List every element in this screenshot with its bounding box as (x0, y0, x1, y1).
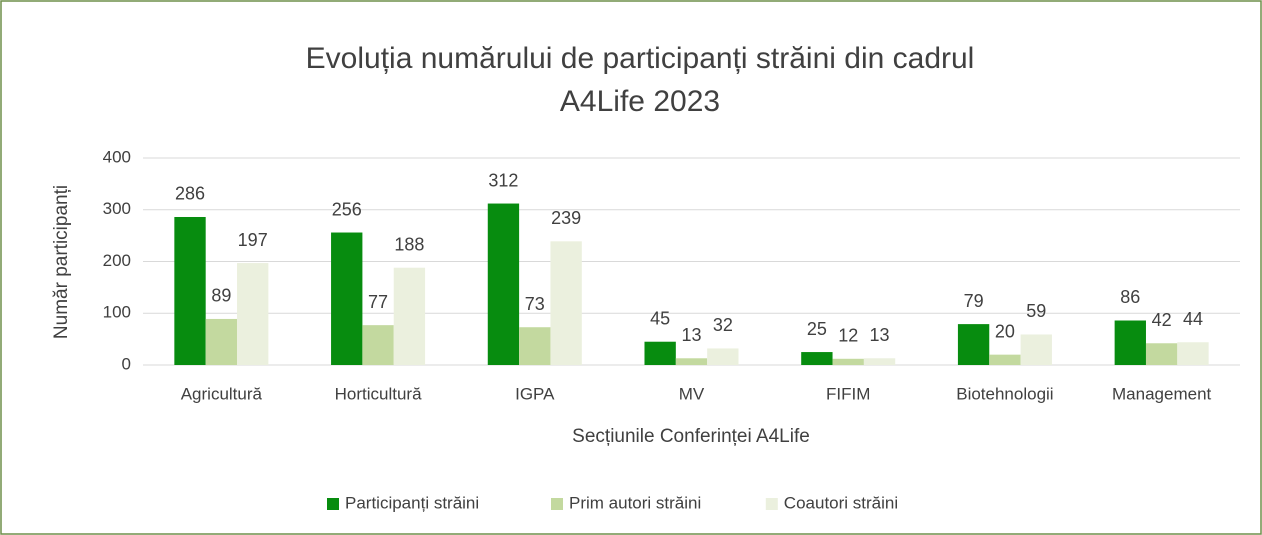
data-label: 239 (551, 208, 581, 228)
data-label: 312 (488, 170, 518, 190)
data-label: 73 (525, 294, 545, 314)
x-tick-label: Biotehnologii (956, 384, 1053, 403)
bar (237, 263, 269, 365)
legend-swatch (765, 498, 778, 510)
bar (1145, 343, 1178, 365)
x-tick-label: Management (1112, 384, 1212, 403)
y-tick-label: 300 (103, 199, 131, 218)
data-label: 13 (870, 325, 890, 345)
bar (362, 325, 394, 365)
data-label: 44 (1183, 309, 1203, 329)
bar (519, 327, 551, 365)
data-label: 89 (211, 286, 231, 306)
legend-swatch (551, 498, 563, 510)
data-label: 13 (681, 325, 701, 345)
chart-title: Evoluția numărului de participanți străi… (306, 42, 975, 75)
legend-label: Participanți străini (345, 493, 479, 512)
legend-swatch (327, 498, 339, 510)
bar (1020, 334, 1052, 365)
y-tick-label: 0 (122, 354, 131, 373)
data-label: 79 (964, 291, 984, 311)
bar (487, 203, 520, 365)
y-tick-label: 400 (103, 147, 131, 166)
bar (393, 267, 426, 365)
data-label: 197 (238, 230, 268, 250)
bar (801, 352, 833, 365)
bar (1114, 320, 1146, 365)
bar (989, 354, 1021, 365)
legend-label: Coautori străini (784, 493, 898, 512)
x-tick-label: FIFIM (826, 384, 870, 403)
bar (550, 241, 582, 365)
x-tick-label: IGPA (515, 384, 555, 403)
bar (174, 216, 206, 365)
bar (832, 358, 864, 365)
data-label: 188 (394, 234, 424, 254)
bar (957, 324, 990, 365)
data-label: 59 (1026, 301, 1046, 321)
y-tick-label: 100 (103, 303, 131, 322)
data-label: 20 (995, 321, 1015, 341)
x-tick-label: Horticultură (335, 384, 422, 403)
bar (205, 318, 238, 365)
data-label: 42 (1152, 310, 1172, 330)
data-label: 45 (650, 308, 670, 328)
data-label: 77 (368, 292, 388, 312)
bar (707, 348, 739, 365)
data-label: 286 (175, 184, 205, 204)
bar (675, 358, 708, 365)
x-axis-title: Secțiunile Conferinței A4Life (572, 426, 810, 447)
chart-title: A4Life 2023 (560, 85, 720, 118)
data-label: 12 (838, 326, 858, 346)
bar (863, 358, 896, 365)
bar (1177, 342, 1209, 365)
x-tick-label: Agricultură (181, 384, 263, 403)
y-tick-label: 200 (103, 251, 131, 270)
bar (331, 232, 363, 365)
data-label: 32 (713, 315, 733, 335)
bar (644, 341, 676, 365)
legend-label: Prim autori străini (569, 493, 701, 512)
y-axis-title: Număr participanți (51, 185, 72, 339)
data-label: 25 (807, 319, 827, 339)
data-label: 86 (1120, 287, 1140, 307)
x-tick-label: MV (679, 384, 705, 403)
data-label: 256 (332, 199, 362, 219)
